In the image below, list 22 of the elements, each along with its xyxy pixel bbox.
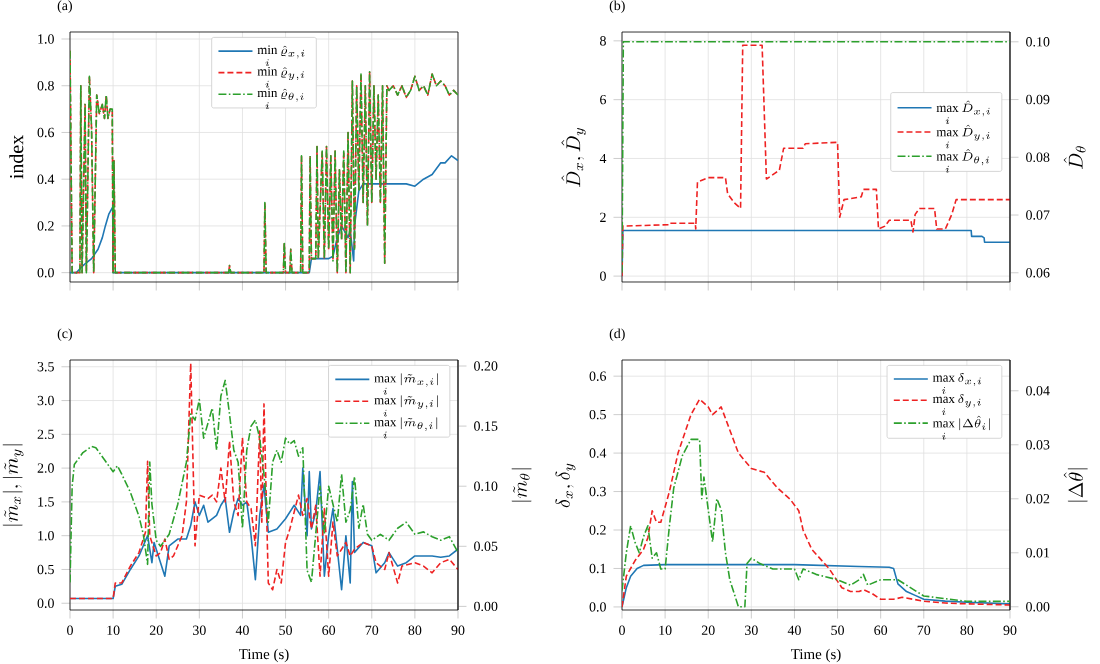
legend-label: $\max\limits_i \hat{D}_{x,i}$ (936, 100, 990, 125)
y2-axis-title: $|\tilde{m}_\theta|$ (511, 468, 532, 502)
legend-label: $\min\limits_i \hat{\varrho}_{x,i}$ (257, 45, 305, 67)
y-axis-title: $|\tilde{m}_x|, |\tilde{m}_y|$ (2, 444, 24, 526)
legend-label: $\min\limits_i \hat{\varrho}_{\theta,i}$ (257, 88, 304, 110)
y2-axis-title: $|\Delta\hat{\theta}|$ (1063, 468, 1088, 502)
legend-label: $\max\limits_i |\tilde{m}_{\theta,i}|$ (374, 417, 438, 439)
line-series (70, 49, 458, 274)
legend-label: $\max\limits_i \delta_{y,i}$ (932, 394, 981, 416)
legend-label: $\max\limits_i \hat{D}_{y,i}$ (936, 124, 990, 149)
legend-label: $\max\limits_i \delta_{x,i}$ (932, 373, 982, 394)
y2-axis-title: $\hat{D}_\theta$ (1063, 146, 1086, 169)
legend-label: $\max\limits_i |\tilde{m}_{x,i}|$ (374, 373, 438, 395)
y-axis-title: $\delta_x, \delta_y$ (555, 463, 576, 508)
y-axis-title: index (9, 135, 24, 179)
y-axis-title: $\hat{D}_x, \hat{D}_y$ (561, 128, 586, 187)
line-series (622, 398, 1010, 608)
legend-label: $\max\limits_i |\tilde{m}_{y,i}|$ (374, 395, 438, 417)
legend-label: $\max\limits_i |\Delta\hat{\theta}_i|$ (932, 415, 990, 440)
legend-label: $\min\limits_i \hat{\varrho}_{y,i}$ (257, 66, 305, 88)
legend-label: $\max\limits_i \hat{D}_{\theta,i}$ (936, 149, 990, 173)
line-series (622, 563, 1010, 608)
